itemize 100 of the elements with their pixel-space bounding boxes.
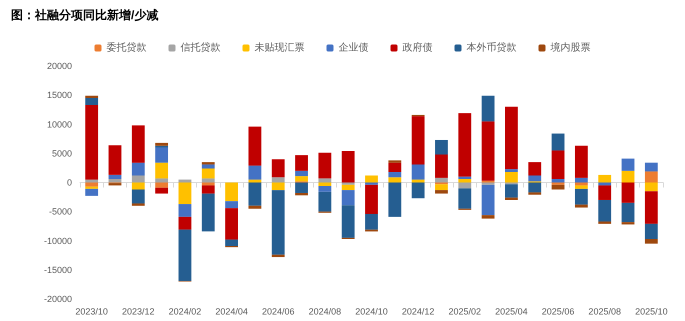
bar	[202, 185, 215, 194]
bar	[435, 178, 448, 182]
y-tick-label: -15000	[44, 264, 72, 275]
bar	[202, 178, 215, 182]
bar	[155, 182, 168, 188]
bar	[85, 182, 98, 187]
bar	[155, 188, 168, 194]
bar	[505, 169, 518, 172]
x-tick-label: 2025/10	[635, 306, 668, 316]
x-tick-label: 2025/04	[495, 306, 528, 316]
bar	[132, 162, 145, 176]
bar	[458, 176, 472, 180]
bar	[342, 190, 355, 206]
bar	[574, 185, 588, 189]
legend-label: 未贴现汇票	[254, 42, 304, 54]
chart-title: 图：社融分项同比新增/少减	[11, 8, 158, 22]
bar	[132, 125, 145, 163]
bar	[248, 180, 262, 182]
x-tick-label: 2025/02	[448, 306, 482, 316]
bar	[412, 116, 425, 164]
bar	[435, 184, 448, 190]
bar	[342, 184, 355, 190]
bar	[178, 182, 192, 204]
bar	[482, 121, 495, 181]
bar	[482, 184, 495, 216]
bar	[155, 162, 168, 178]
legend-label: 企业债	[338, 42, 368, 54]
bar	[388, 172, 402, 178]
bar	[574, 188, 588, 205]
bar	[598, 200, 612, 222]
bar	[644, 182, 658, 192]
bar	[202, 182, 215, 186]
y-tick-label: -10000	[44, 236, 72, 246]
bar	[225, 182, 238, 202]
bar	[458, 113, 472, 177]
bar	[574, 182, 588, 186]
bar	[552, 179, 564, 182]
bar	[598, 185, 612, 200]
bar	[272, 190, 285, 255]
bar	[318, 182, 332, 186]
bar	[644, 224, 658, 240]
bar	[644, 162, 658, 172]
bar	[295, 176, 308, 182]
bar	[85, 98, 98, 106]
bar	[388, 162, 402, 172]
bar	[552, 134, 564, 150]
bar	[598, 174, 612, 182]
bar	[435, 140, 448, 155]
bar	[202, 194, 215, 232]
bar	[108, 179, 122, 182]
bar	[342, 151, 355, 182]
bar	[622, 202, 634, 222]
x-tick-label: 2025/08	[588, 306, 621, 316]
bar	[248, 166, 262, 180]
bar	[528, 162, 542, 176]
bar	[295, 192, 308, 196]
bar	[388, 182, 402, 217]
bar	[132, 189, 145, 204]
bar	[155, 142, 168, 146]
bar	[644, 239, 658, 244]
bar	[108, 145, 122, 175]
bar	[598, 182, 612, 186]
bar	[318, 178, 332, 182]
bar	[482, 215, 495, 219]
x-tick-label: 2024/06	[262, 306, 294, 316]
bar	[412, 164, 425, 180]
bar	[225, 201, 238, 208]
bar	[295, 155, 308, 171]
legend-label: 本外币贷款	[466, 42, 516, 54]
x-tick-label: 2024/02	[168, 306, 202, 316]
bar	[365, 214, 378, 230]
bar	[155, 148, 168, 163]
bar	[202, 164, 215, 169]
bar	[132, 176, 145, 182]
bar	[248, 182, 262, 206]
bar	[435, 190, 448, 194]
bar	[295, 182, 308, 193]
bar	[574, 146, 588, 178]
bar	[85, 180, 98, 182]
bar	[365, 176, 378, 182]
x-tick-label: 2024/04	[215, 306, 248, 316]
bar	[85, 105, 98, 180]
bar	[318, 152, 332, 178]
bar	[272, 159, 285, 178]
bar	[318, 186, 332, 192]
bar	[505, 106, 518, 170]
bar	[155, 178, 168, 182]
bar	[622, 182, 634, 203]
x-tick-label: 2023/10	[75, 306, 108, 316]
bar	[644, 191, 658, 224]
bar	[528, 182, 542, 192]
bar	[178, 204, 192, 217]
bar	[435, 154, 448, 178]
bar	[622, 170, 634, 182]
x-tick-label: 2025/06	[542, 306, 574, 316]
bar	[178, 216, 192, 230]
bar	[318, 192, 332, 212]
legend-label: 信托贷款	[180, 42, 220, 54]
y-tick-label: 5000	[52, 148, 72, 158]
x-tick-label: 2024/10	[355, 306, 388, 316]
